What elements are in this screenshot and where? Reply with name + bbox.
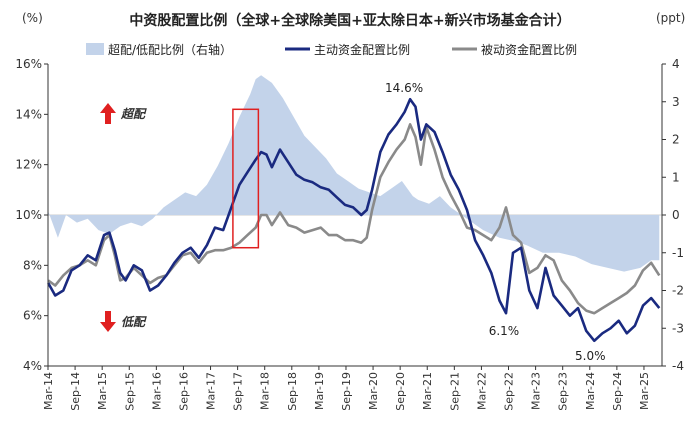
x-tick-label: Sep-20 <box>394 372 407 411</box>
left-tick-label: 10% <box>15 208 42 222</box>
x-tick-label: Mar-14 <box>42 372 55 410</box>
overweight-label: 超配 <box>120 107 147 121</box>
chart-title: 中资股配置比例（全球+全球除美国+亚太除日本+新兴市场基金合计） <box>129 12 570 29</box>
x-tick-label: Mar-21 <box>421 372 434 410</box>
x-tick-label: Mar-25 <box>638 372 651 410</box>
left-tick-label: 4% <box>23 359 42 373</box>
legend: 超配/低配比例（右轴） 主动资金配置比例 被动资金配置比例 <box>86 42 577 57</box>
trough-label: 6.1% <box>489 324 520 338</box>
right-tick-label: 2 <box>672 133 680 147</box>
x-tick-label: Mar-20 <box>367 372 380 410</box>
left-tick-label: 6% <box>23 309 42 323</box>
x-tick-label: Sep-16 <box>177 372 190 411</box>
x-tick-label: Mar-16 <box>150 372 163 410</box>
left-tick-label: 14% <box>15 107 42 121</box>
right-tick-label: 4 <box>672 57 680 71</box>
right-tick-label: -1 <box>672 246 684 260</box>
overweight-area <box>48 75 660 272</box>
underweight-indicator: 低配 <box>100 311 147 332</box>
right-tick-label: 3 <box>672 95 680 109</box>
x-tick-label: Mar-19 <box>313 372 326 410</box>
highlight-box <box>232 108 260 249</box>
annotations: 14.6% 6.1% 5.0% <box>232 81 606 363</box>
right-tick-label: -4 <box>672 359 684 373</box>
left-tick-label: 8% <box>23 258 42 272</box>
x-tick-label: Mar-15 <box>96 372 109 410</box>
up-arrow-icon <box>100 103 116 124</box>
right-axis-unit: (ppt) <box>656 11 685 25</box>
right-tick-label: -2 <box>672 284 684 298</box>
overweight-indicator: 超配 <box>100 103 147 124</box>
legend-label-passive: 被动资金配置比例 <box>481 42 577 57</box>
series-line-layer <box>47 97 661 343</box>
x-tick-label: Sep-17 <box>232 372 245 411</box>
legend-label-overweight: 超配/低配比例（右轴） <box>108 42 232 57</box>
x-tick-label: Mar-18 <box>259 372 272 410</box>
x-tick-label: Sep-15 <box>123 372 136 411</box>
x-tick-label: Mar-24 <box>584 372 597 410</box>
x-tick-label: Sep-18 <box>286 372 299 411</box>
x-tick-label: Sep-19 <box>340 372 353 411</box>
axes: 4% 6% 8% 10% 12% 14% 16% -4 -3 -2 -1 0 1 2 3 4 Mar-14 Sep… <box>15 57 684 411</box>
underweight-label: 低配 <box>121 315 147 329</box>
active-line <box>47 97 661 343</box>
x-tick-label: Sep-21 <box>448 372 461 411</box>
legend-swatch-overweight <box>86 43 104 55</box>
x-tick-label: Sep-22 <box>503 372 516 411</box>
down-arrow-icon <box>100 311 116 332</box>
x-tick-label: Mar-23 <box>530 372 543 410</box>
x-tick-label: Mar-22 <box>475 372 488 410</box>
left-tick-label: 12% <box>15 158 42 172</box>
peak-label: 14.6% <box>385 81 423 95</box>
trough-label: 5.0% <box>575 349 606 363</box>
right-tick-label: 1 <box>672 170 680 184</box>
right-tick-label: -3 <box>672 321 684 335</box>
x-tick-label: Sep-14 <box>69 372 82 411</box>
left-tick-label: 16% <box>15 57 42 71</box>
left-axis-unit: (%) <box>22 11 43 25</box>
x-tick-label: Mar-17 <box>205 372 218 410</box>
legend-label-active: 主动资金配置比例 <box>314 42 410 57</box>
overweight-area-layer <box>48 75 660 272</box>
x-tick-label: Sep-23 <box>557 372 570 411</box>
right-tick-label: 0 <box>672 208 680 222</box>
x-tick-label: Sep-24 <box>611 372 624 411</box>
